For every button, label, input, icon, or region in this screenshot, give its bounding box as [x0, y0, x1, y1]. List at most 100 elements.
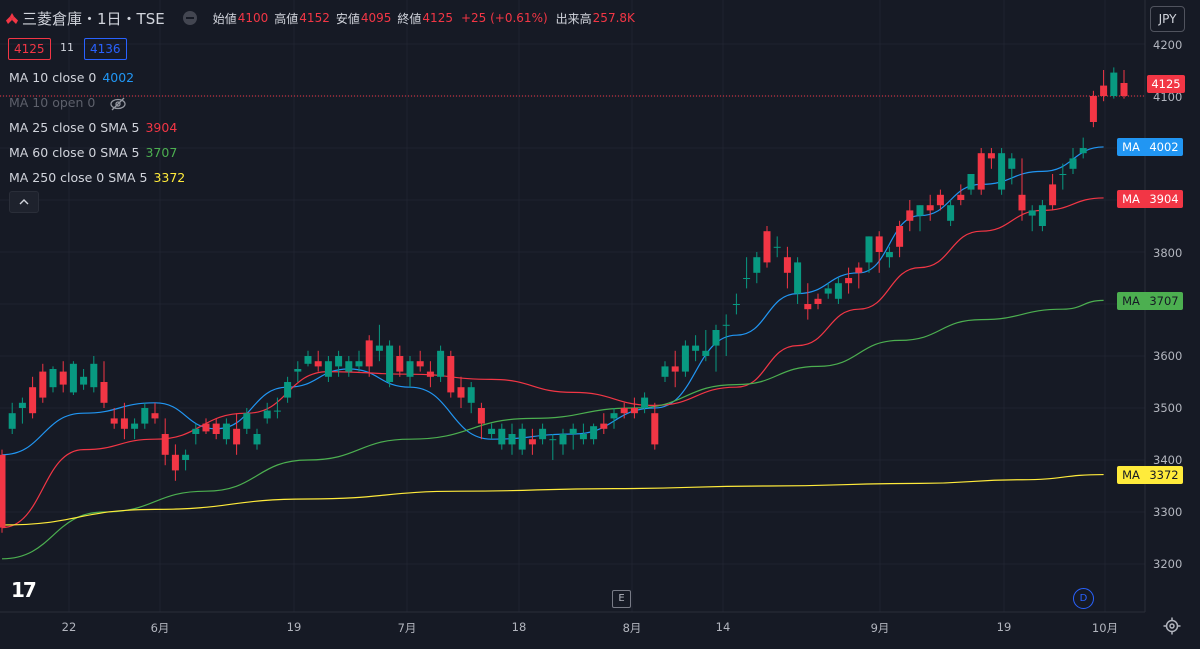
candle — [314, 350, 322, 372]
sell-price-button[interactable]: 4125 — [8, 38, 51, 60]
x-tick: 19 — [996, 620, 1012, 634]
candle — [1018, 158, 1026, 221]
candle — [692, 335, 700, 362]
candle — [1079, 137, 1087, 159]
candlestick-series — [0, 67, 1128, 533]
candle-body — [896, 226, 904, 247]
candle — [110, 408, 118, 429]
buy-price-button[interactable]: 4136 — [84, 38, 127, 60]
tradingview-logo[interactable]: 17 — [11, 578, 37, 602]
candle — [865, 236, 873, 273]
indicator-ma10-close[interactable]: MA 10 close 0 4002 — [9, 68, 134, 88]
candle-body — [508, 434, 516, 445]
candle — [671, 350, 679, 388]
high-label: 高値 — [274, 11, 299, 26]
indicator-value: 3707 — [145, 145, 178, 160]
indicator-ma10-open[interactable]: MA 10 open 0 — [9, 93, 127, 113]
candle — [651, 402, 659, 450]
chart-header: 三菱倉庫・1日・TSE 始値 4100 高値 4152 安値 4095 終値 4125 … — [6, 6, 635, 30]
candle — [855, 262, 863, 289]
candle — [457, 376, 465, 408]
candle-body — [29, 387, 37, 414]
collapse-legend-button[interactable] — [182, 11, 197, 25]
candle-body — [936, 194, 944, 206]
candle-body — [783, 257, 791, 273]
candle-body — [1038, 205, 1046, 226]
candle — [49, 366, 57, 393]
candle-body — [171, 454, 179, 471]
candle-body — [396, 356, 404, 372]
ma-tag: MA — [1122, 294, 1140, 308]
candle — [528, 428, 536, 455]
candle — [375, 324, 383, 362]
candle — [498, 423, 506, 450]
y-tick: 3300 — [1153, 505, 1183, 519]
candle — [681, 340, 689, 377]
dividend-badge[interactable]: D — [1073, 588, 1094, 609]
indicator-ma25[interactable]: MA 25 close 0 SMA 5 3904 — [9, 118, 177, 138]
x-tick: 8月 — [622, 621, 642, 635]
candle-body — [906, 210, 914, 221]
candle-body — [365, 340, 373, 367]
candle — [386, 340, 394, 388]
candle-body — [753, 257, 761, 273]
currency-button[interactable]: JPY — [1150, 6, 1185, 32]
candle-body — [1008, 158, 1016, 169]
candle — [702, 330, 710, 362]
ma-line-ma25 — [1, 197, 1104, 529]
candle-body — [304, 356, 312, 364]
candle — [804, 283, 812, 320]
candle-body — [671, 366, 679, 372]
candle-body — [681, 345, 689, 372]
candle-body — [253, 434, 261, 445]
candle — [732, 293, 740, 315]
gear-icon[interactable] — [1163, 617, 1181, 635]
candle-body — [426, 371, 434, 377]
candle-body — [998, 153, 1006, 190]
close-value: 4125 — [422, 11, 453, 25]
candle-body — [855, 267, 863, 273]
candle — [59, 361, 67, 393]
candle-body — [559, 434, 567, 445]
candle — [977, 148, 985, 195]
x-tick: 22 — [61, 620, 77, 634]
candle-body — [263, 410, 271, 419]
indicator-label: MA 250 close 0 SMA 5 — [9, 170, 148, 185]
candle — [447, 350, 455, 398]
indicator-ma60[interactable]: MA 60 close 0 SMA 5 3707 — [9, 143, 177, 163]
candle-body — [926, 205, 934, 211]
candle — [212, 418, 220, 440]
candle — [1059, 163, 1067, 190]
x-tick: 14 — [715, 620, 731, 634]
y-tick: 4100 — [1153, 90, 1183, 104]
candle-body — [814, 298, 822, 304]
candle — [1100, 70, 1108, 102]
candle — [69, 361, 77, 395]
candle — [304, 350, 312, 367]
candle — [539, 423, 547, 445]
last-price-label: 4125 — [1147, 75, 1185, 93]
collapse-indicators-button[interactable] — [9, 191, 39, 213]
spread-value: 11 — [60, 41, 74, 54]
symbol-title[interactable]: 三菱倉庫・1日・TSE — [22, 9, 165, 28]
candle — [896, 220, 904, 258]
ma-tag: MA — [1122, 468, 1140, 482]
candle-body — [518, 428, 526, 450]
hidden-eye-icon[interactable] — [109, 97, 127, 111]
candle-body — [8, 413, 16, 429]
candle-body — [661, 366, 669, 377]
candle — [18, 397, 26, 424]
indicator-ma250[interactable]: MA 250 close 0 SMA 5 3372 — [9, 168, 185, 188]
candle — [763, 226, 771, 268]
candle — [396, 345, 404, 377]
candle — [753, 252, 761, 284]
earnings-badge[interactable]: E — [612, 590, 631, 608]
candle — [549, 434, 557, 460]
candle — [957, 184, 965, 206]
candle-body — [212, 423, 220, 434]
candle-body — [141, 408, 149, 424]
candle-body — [702, 350, 710, 356]
y-tick: 3500 — [1153, 401, 1183, 415]
ma60-axis-label: MA 3707 — [1117, 292, 1183, 310]
